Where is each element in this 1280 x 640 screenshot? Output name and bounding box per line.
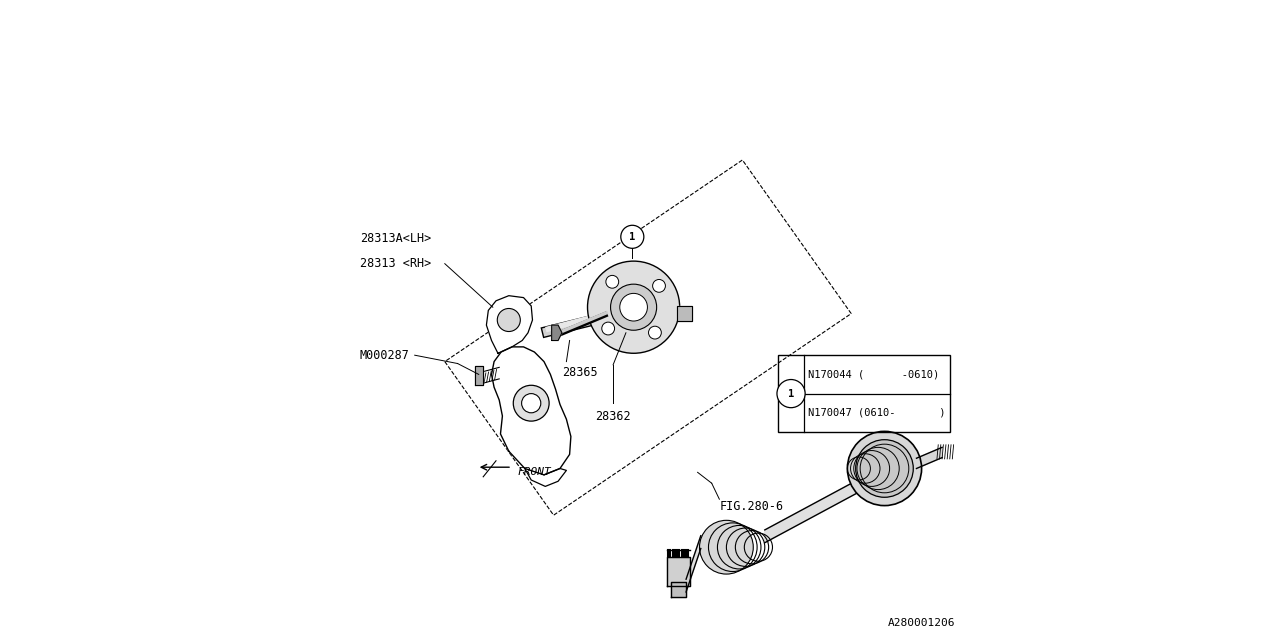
- Circle shape: [621, 225, 644, 248]
- Circle shape: [522, 394, 541, 413]
- Circle shape: [620, 293, 648, 321]
- Text: FIG.280-6: FIG.280-6: [719, 500, 785, 513]
- Polygon shape: [916, 447, 942, 468]
- Polygon shape: [686, 536, 701, 592]
- Circle shape: [649, 326, 662, 339]
- Text: M000287: M000287: [360, 349, 410, 362]
- Text: 28365: 28365: [562, 366, 598, 379]
- Text: N170044 (      -0610): N170044 ( -0610): [809, 369, 940, 379]
- Text: 28362: 28362: [595, 410, 631, 422]
- Text: A280001206: A280001206: [887, 618, 955, 628]
- Polygon shape: [677, 306, 692, 321]
- Polygon shape: [475, 366, 483, 385]
- Text: 1: 1: [788, 388, 794, 399]
- Polygon shape: [492, 347, 571, 475]
- Text: N170047 (0610-       ): N170047 (0610- ): [809, 408, 946, 417]
- Circle shape: [605, 275, 618, 288]
- Polygon shape: [552, 325, 562, 340]
- Text: 28313A<LH>: 28313A<LH>: [360, 232, 431, 244]
- Polygon shape: [486, 296, 532, 353]
- Circle shape: [847, 431, 922, 506]
- Polygon shape: [525, 468, 566, 486]
- Circle shape: [588, 261, 680, 353]
- Polygon shape: [667, 557, 690, 586]
- Circle shape: [513, 385, 549, 421]
- Polygon shape: [671, 582, 686, 597]
- Circle shape: [602, 322, 614, 335]
- Text: 1: 1: [630, 232, 635, 242]
- Circle shape: [777, 380, 805, 408]
- Text: FRONT: FRONT: [517, 467, 550, 477]
- Circle shape: [856, 440, 914, 497]
- Polygon shape: [765, 480, 858, 543]
- Circle shape: [497, 308, 520, 332]
- Circle shape: [611, 284, 657, 330]
- Bar: [777, 355, 950, 432]
- Circle shape: [699, 520, 753, 574]
- Circle shape: [653, 280, 666, 292]
- Text: 28313 <RH>: 28313 <RH>: [360, 257, 431, 270]
